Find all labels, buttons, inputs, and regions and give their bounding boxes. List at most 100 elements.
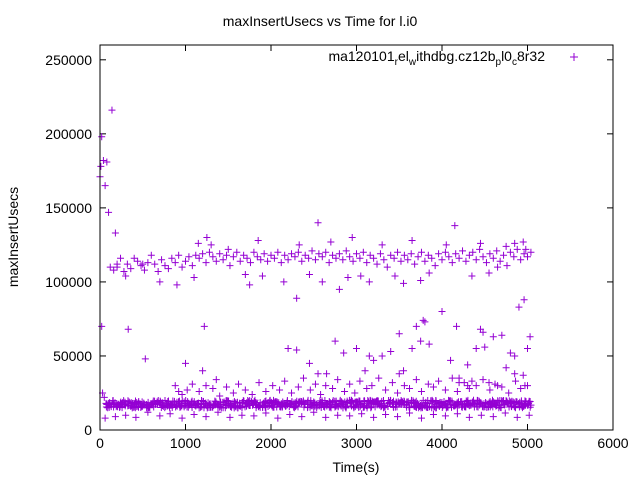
data-point bbox=[365, 278, 373, 286]
data-point bbox=[505, 389, 513, 397]
data-point bbox=[329, 397, 337, 405]
data-point bbox=[346, 253, 354, 261]
data-point bbox=[351, 389, 359, 397]
data-point bbox=[254, 236, 262, 244]
data-point bbox=[407, 250, 415, 258]
data-point bbox=[432, 404, 440, 412]
data-point bbox=[310, 408, 318, 416]
data-point bbox=[331, 337, 339, 345]
data-point bbox=[340, 349, 348, 357]
data-point bbox=[317, 390, 325, 398]
data-point bbox=[353, 345, 360, 353]
data-point bbox=[178, 263, 186, 271]
data-point bbox=[284, 256, 292, 264]
data-point bbox=[498, 383, 506, 391]
data-point bbox=[429, 383, 437, 391]
data-point bbox=[375, 374, 383, 382]
data-point bbox=[465, 413, 473, 421]
data-point bbox=[164, 265, 172, 273]
data-point bbox=[111, 413, 119, 421]
data-point bbox=[421, 318, 429, 326]
data-point bbox=[524, 345, 531, 353]
data-point bbox=[260, 250, 268, 258]
data-point bbox=[156, 278, 164, 286]
data-point bbox=[171, 382, 179, 390]
data-point bbox=[452, 250, 460, 258]
data-point bbox=[502, 242, 510, 250]
data-point bbox=[394, 248, 402, 256]
data-point bbox=[235, 380, 243, 388]
data-point bbox=[311, 256, 319, 264]
data-point bbox=[394, 389, 402, 397]
data-point bbox=[103, 158, 111, 166]
data-point bbox=[144, 259, 152, 267]
data-point bbox=[451, 222, 459, 230]
data-point bbox=[417, 388, 425, 395]
data-point bbox=[405, 403, 413, 411]
data-point bbox=[286, 410, 294, 418]
data-point bbox=[178, 390, 186, 398]
x-tick-label: 5000 bbox=[512, 435, 543, 451]
y-tick-label: 150000 bbox=[45, 200, 92, 216]
data-point bbox=[253, 253, 261, 261]
data-point bbox=[419, 316, 427, 324]
data-point bbox=[229, 253, 237, 261]
x-tick-label: 0 bbox=[96, 435, 104, 451]
data-point bbox=[511, 370, 519, 378]
data-point bbox=[520, 250, 528, 258]
data-point bbox=[178, 414, 186, 422]
data-point bbox=[281, 251, 289, 259]
x-tick-label: 1000 bbox=[170, 435, 201, 451]
data-point bbox=[151, 260, 159, 268]
data-point bbox=[322, 248, 330, 256]
data-point bbox=[333, 401, 341, 409]
data-point bbox=[288, 389, 296, 397]
data-point bbox=[411, 260, 419, 268]
data-point bbox=[388, 379, 396, 387]
data-point bbox=[425, 269, 433, 277]
data-point bbox=[341, 388, 349, 395]
data-point bbox=[513, 413, 521, 421]
data-point bbox=[349, 257, 357, 265]
data-point bbox=[166, 410, 174, 418]
data-point bbox=[98, 133, 106, 141]
data-point bbox=[353, 250, 360, 258]
data-point bbox=[294, 248, 302, 256]
data-point bbox=[526, 397, 534, 405]
data-point bbox=[202, 259, 210, 267]
data-point bbox=[99, 157, 107, 164]
data-point bbox=[367, 404, 375, 412]
data-point bbox=[357, 272, 365, 280]
data-point bbox=[503, 262, 511, 270]
data-point bbox=[441, 386, 449, 394]
data-point bbox=[424, 251, 432, 259]
data-point bbox=[363, 259, 371, 267]
data-point bbox=[236, 257, 244, 265]
data-point bbox=[209, 385, 217, 393]
data-point bbox=[520, 296, 528, 304]
data-point bbox=[414, 253, 422, 261]
data-point bbox=[346, 412, 354, 420]
data-point bbox=[122, 272, 130, 280]
data-point bbox=[464, 382, 472, 390]
data-point bbox=[365, 352, 373, 360]
data-point bbox=[295, 241, 303, 249]
data-point bbox=[356, 254, 364, 262]
data-point bbox=[243, 254, 251, 262]
data-point bbox=[202, 382, 210, 390]
data-point bbox=[477, 411, 485, 419]
data-point bbox=[314, 370, 322, 378]
data-point bbox=[224, 245, 232, 253]
data-point bbox=[438, 308, 446, 316]
data-point bbox=[524, 253, 531, 261]
data-point bbox=[378, 397, 386, 405]
data-point bbox=[301, 251, 309, 259]
data-point bbox=[383, 263, 391, 271]
data-point bbox=[216, 250, 224, 258]
data-point bbox=[280, 278, 288, 286]
data-point bbox=[325, 259, 333, 267]
data-point bbox=[479, 376, 487, 384]
data-point bbox=[293, 346, 301, 354]
data-point bbox=[194, 239, 202, 247]
data-point bbox=[335, 285, 343, 293]
